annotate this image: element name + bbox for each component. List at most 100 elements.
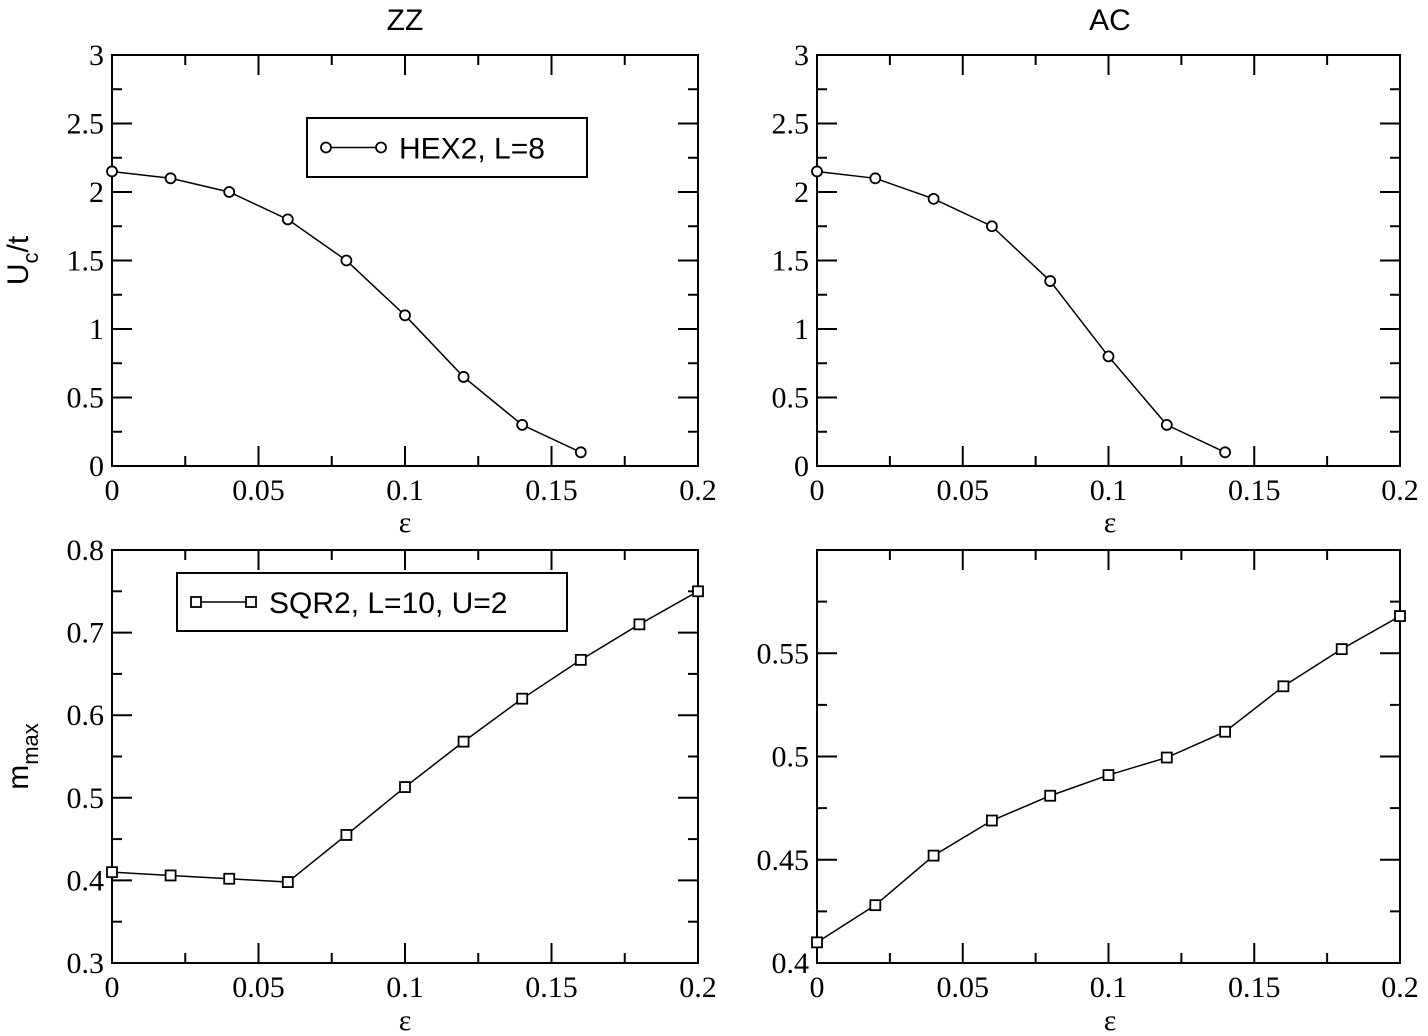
data-point: [986, 220, 998, 233]
x-axis-label: ε: [1104, 1004, 1117, 1036]
data-point: [1277, 680, 1290, 693]
data-point: [1335, 643, 1348, 656]
y-tick-label: 1.5: [772, 245, 810, 278]
data-point: [574, 653, 587, 666]
x-tick-label: 0.15: [525, 474, 578, 507]
x-tick-label: 0: [105, 474, 120, 507]
y-axis-label: Uc/t: [2, 235, 43, 285]
y-tick-label: 2.5: [772, 108, 810, 141]
x-tick-label: 0.05: [937, 971, 990, 1004]
data-point: [1044, 789, 1057, 802]
x-tick-label: 0.2: [679, 474, 717, 507]
data-point: [1160, 751, 1173, 764]
legend-marker: [375, 141, 387, 154]
data-point: [927, 849, 940, 862]
data-point: [1102, 350, 1115, 363]
x-tick-label: 0.15: [1228, 474, 1281, 507]
y-tick-label: 2: [794, 176, 809, 209]
plot-frame: [816, 549, 1401, 964]
data-point: [223, 186, 236, 198]
panel-title: ZZ: [387, 4, 424, 37]
y-tick-label: 0: [89, 450, 104, 483]
data-point: [811, 165, 823, 178]
series-line: [816, 170, 1226, 453]
series-line: [111, 590, 699, 883]
data-point: [281, 876, 294, 888]
y-tick-label: 1: [794, 313, 809, 346]
legend: HEX2, L=8: [306, 117, 588, 178]
y-tick-label: 2.5: [67, 108, 105, 141]
data-point: [1394, 610, 1406, 622]
y-tick-label: 0.6: [67, 699, 105, 732]
legend-box: [176, 572, 568, 632]
data-point: [223, 872, 236, 885]
data-point: [1044, 275, 1057, 287]
x-tick-label: 0.2: [1381, 474, 1419, 507]
data-point: [869, 172, 882, 185]
panel-1: 0 0.05 0.1 0.15 0.2 0 0.5 1 1.5 2 2.5 3 ε ZZ Uc/t HEX2,…: [2, 4, 717, 539]
x-tick-label: 0.05: [232, 971, 285, 1004]
data-point: [692, 585, 704, 598]
data-point: [516, 418, 529, 431]
x-axis-label: ε: [399, 1004, 412, 1036]
y-label-sub: max: [18, 723, 43, 765]
y-tick-label: 0.5: [67, 382, 105, 415]
x-tick-label: 0.2: [679, 971, 717, 1004]
panel-4: 0 0.05 0.1 0.15 0.2 0.4 0.45 0.5 0.55 ε: [757, 549, 1419, 1036]
y-tick-label: 1.5: [67, 245, 105, 278]
y-tick-label: 1: [89, 313, 104, 346]
y-tick-label: 0.5: [772, 741, 810, 774]
x-tick-label: 0: [810, 971, 825, 1004]
x-tick-label: 0.15: [525, 971, 578, 1004]
x-tick-label: 0.1: [386, 971, 424, 1004]
data-point: [457, 371, 470, 383]
series-line: [111, 170, 582, 453]
legend-marker: [190, 596, 202, 608]
y-tick-label: 3: [89, 39, 104, 72]
y-tick-label: 0.5: [772, 382, 810, 415]
y-tick-label: 0.45: [757, 844, 810, 877]
legend-marker: [320, 141, 332, 154]
x-axis-label: ε: [399, 506, 412, 539]
legend-label: SQR2, L=10, U=2: [269, 587, 507, 620]
x-tick-label: 0.1: [1090, 971, 1128, 1004]
y-label-sub: c: [18, 253, 43, 264]
y-tick-label: 0: [794, 450, 809, 483]
data-point: [106, 866, 118, 879]
data-point: [457, 735, 470, 748]
data-point: [633, 618, 646, 631]
legend-label: HEX2, L=8: [399, 133, 545, 166]
data-point: [106, 165, 118, 178]
data-point: [1219, 446, 1231, 459]
y-tick-label: 0.3: [67, 947, 105, 980]
data-point: [1219, 725, 1231, 738]
plot-frame: [816, 54, 1401, 467]
y-tick-label: 0.5: [67, 782, 105, 815]
y-tick-label: 2: [89, 176, 104, 209]
y-tick-label: 0.8: [67, 534, 105, 567]
panel-3: 0 0.05 0.1 0.15 0.2 0.3 0.4 0.5 0.6 0.7 0.8 ε mmax SQ…: [2, 534, 717, 1036]
plot-frame: [111, 54, 699, 467]
data-point: [340, 829, 353, 841]
panel-title: AC: [1089, 4, 1131, 37]
x-tick-label: 0.15: [1228, 971, 1281, 1004]
x-tick-label: 0: [810, 474, 825, 507]
data-point: [1102, 769, 1115, 781]
data-point: [1160, 418, 1173, 431]
data-point: [986, 814, 998, 827]
y-label-main: m: [2, 765, 35, 790]
x-tick-label: 0.1: [1090, 474, 1128, 507]
y-tick-label: 0.4: [772, 947, 810, 980]
data-point: [399, 309, 411, 322]
data-point: [869, 899, 882, 912]
y-tick-label: 3: [794, 39, 809, 72]
x-tick-label: 0.05: [937, 474, 990, 507]
data-point: [399, 781, 411, 793]
data-point: [811, 936, 823, 949]
data-point: [281, 213, 294, 226]
data-point: [574, 446, 587, 459]
y-label-tail: /t: [2, 235, 35, 252]
data-point: [927, 192, 940, 205]
x-tick-label: 0.1: [386, 474, 424, 507]
